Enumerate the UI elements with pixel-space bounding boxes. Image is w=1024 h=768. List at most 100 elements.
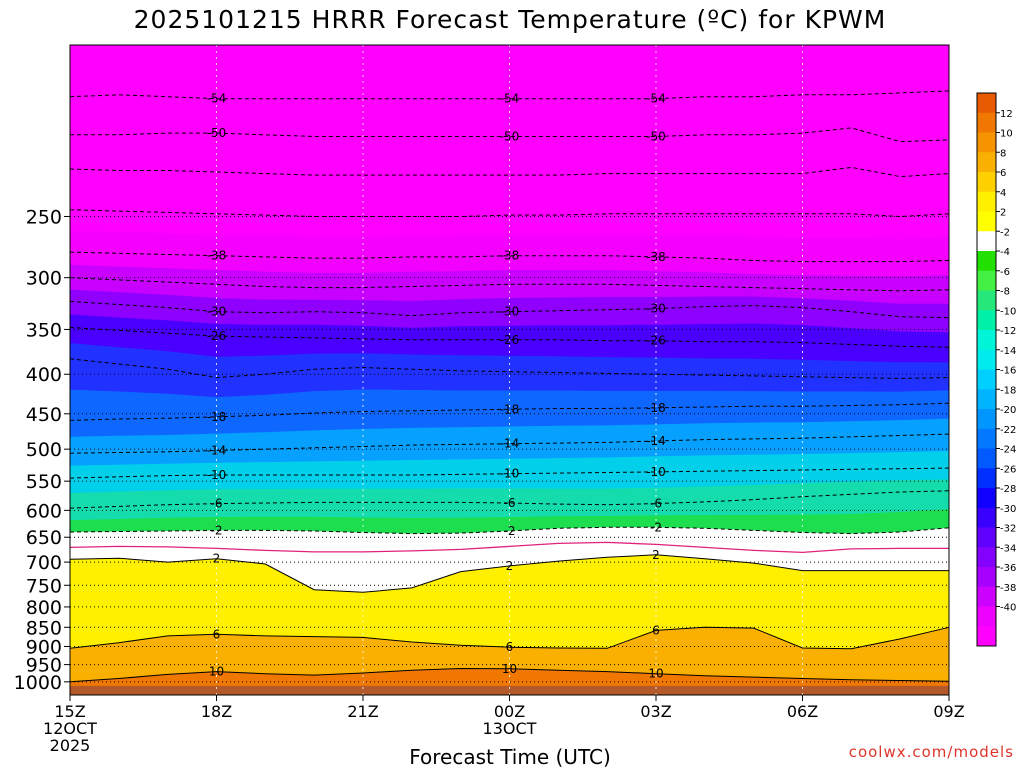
colorbar-label-12: -14 [1000,346,1016,357]
colorbar-label-15: -20 [1000,405,1016,416]
isotherm-label-10: 10 [502,662,517,676]
xtick-label-0-1: 12OCT [43,719,97,738]
isotherm-layer: -54 -54 -54-50 -50 -50-38 -38 -38-30 -30 -30-26-… [69,90,950,683]
isotherm-10 [69,667,950,683]
ytick-label-400: 400 [26,364,62,386]
isotherm-label--18: -18 [500,402,520,416]
colorbar-cell-14 [977,369,996,390]
isotherm-label-6: 6 [506,640,514,654]
isotherm-label-6: 6 [213,627,221,641]
freezing-line [69,541,949,554]
xtick-label-6-0: 21Z [347,702,378,721]
isotherm-label--14: -14 [646,434,666,448]
colorbar-cell-3 [977,152,996,173]
isotherm-label--30: -30 [646,302,666,316]
ytick-label-500: 500 [26,439,62,461]
isotherm-label--50: -50 [500,129,520,143]
colorbar-label-25: -40 [1000,603,1016,614]
isotherm-label--38: -38 [207,249,227,263]
pressure-gridlines [69,45,950,695]
colorbar-cell-25 [977,586,996,607]
colorbar-cell-18 [977,448,996,469]
x-axis-label: Forecast Time (UTC) [409,745,611,768]
isotherm-label--2: -2 [650,520,662,534]
colorbar-label-8: -6 [1000,267,1010,278]
isotherm-label--18: -18 [207,410,227,424]
colorbar-label-24: -38 [1000,583,1016,594]
colorbar-cell-19 [977,468,996,489]
isotherm-label-10: 10 [209,665,224,679]
isotherm-label--54: -54 [500,92,520,106]
colorbar-cell-1 [977,112,996,133]
colorbar-cell-17 [977,428,996,449]
isotherm-label--10: -10 [646,465,666,479]
colorbar-cell-20 [977,488,996,509]
colorbar-label-23: -36 [1000,563,1016,574]
colorbar-cell-7 [977,231,996,252]
isotherm-label--54: -54 [646,92,666,106]
colorbar-label-7: -4 [1000,247,1010,258]
isotherm-label--50: -50 [646,129,666,143]
ytick-label-550: 550 [26,471,62,493]
colorbar-label-4: 4 [1000,188,1006,199]
xtick-label-15-0: 06Z [787,702,818,721]
isotherm-label-2: 2 [213,552,221,566]
colorbar-label-16: -22 [1000,425,1016,436]
ytick-label-1000: 1000 [14,672,62,694]
colorbar-label-13: -16 [1000,366,1016,377]
isotherm-label--2: -2 [504,524,516,538]
isotherm-label--38: -38 [500,249,520,263]
isotherm-label--54: -54 [207,92,227,106]
isotherm-label--38: -38 [646,250,666,264]
isotherm-label-2: 2 [506,559,514,573]
xtick-label-0-0: 15Z [54,702,85,721]
xtick-label-9-0: 00Z [494,702,525,721]
isotherm-label--18: -18 [646,401,666,415]
ytick-label-650: 650 [26,527,62,549]
colorbar-cell-22 [977,527,996,548]
colorbar-cell-10 [977,290,996,311]
colorbar-cell-2 [977,132,996,153]
ytick-label-900: 900 [26,636,62,658]
isotherm-2 [69,554,949,593]
isotherm-label-6: 6 [652,623,660,637]
xtick-label-9-1: 13OCT [483,719,537,738]
isotherm-label--26: -26 [646,334,666,348]
isotherm-label-2: 2 [652,548,660,562]
xtick-label-0-2: 2025 [50,736,91,755]
ytick-label-600: 600 [26,500,62,522]
colorbar-label-3: 6 [1000,168,1006,179]
isotherm-label--26: -26 [500,333,520,347]
colorbar-cell-24 [977,567,996,588]
colorbar-label-1: 10 [1000,129,1013,140]
isotherm-label--10: -10 [500,467,520,481]
isotherm-label--6: -6 [650,497,662,511]
isotherm-label--26: -26 [207,329,227,343]
colorbar-label-21: -32 [1000,524,1016,535]
isotherm-label--2: -2 [211,523,223,537]
isotherm-label--30: -30 [500,305,520,319]
colorbar-cell-21 [977,507,996,528]
ytick-label-300: 300 [26,268,62,290]
isotherm-6 [69,626,950,650]
colorbar-label-10: -10 [1000,306,1016,317]
isotherm-label--10: -10 [207,468,227,482]
xtick-label-12-0: 03Z [640,702,671,721]
ytick-label-700: 700 [26,552,62,574]
colorbar-cell-0 [977,93,996,114]
colorbar-label-6: -2 [1000,227,1010,238]
colorbar-label-22: -34 [1000,543,1016,554]
colorbar-label-19: -28 [1000,484,1016,495]
isotherm-label-10: 10 [648,667,663,681]
colorbar-cell-12 [977,330,996,351]
ytick-label-250: 250 [26,206,62,228]
isotherm-label--6: -6 [504,496,516,510]
isotherm--22 [69,358,950,379]
colorbar-label-11: -12 [1000,326,1016,337]
colorbar-cell-16 [977,409,996,430]
colorbar-cell-6 [977,211,996,232]
isotherm-label--50: -50 [207,126,227,140]
ytick-label-350: 350 [26,319,62,341]
